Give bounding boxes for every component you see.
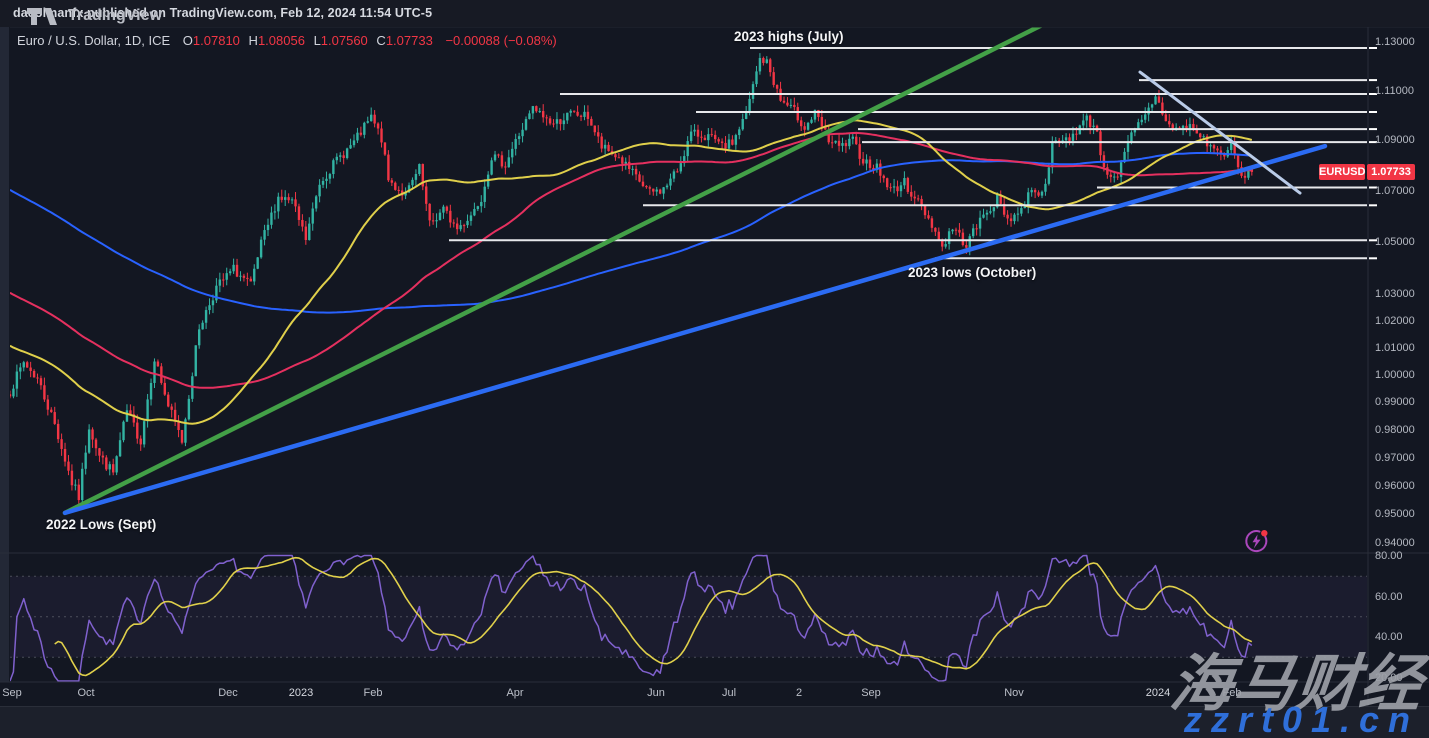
time-tick: 2023	[288, 687, 314, 699]
time-tick: Jun	[647, 687, 665, 699]
time-tick: 2024	[1145, 687, 1171, 699]
price-tick: 1.05000	[1375, 235, 1415, 248]
price-tick: 1.07000	[1375, 184, 1415, 197]
time-axis[interactable]: Sep Oct Dec 2023 Feb Apr Jun Jul 2 Sep Nov 2024 Feb	[0, 682, 1368, 706]
close-value: 1.07733	[385, 33, 433, 48]
open-value: 1.07810	[192, 33, 240, 48]
time-tick: Jul	[721, 687, 737, 699]
close-label: C	[376, 33, 386, 48]
price-axis[interactable]: 1.13000 1.11000 1.09000 1.07000 1.05000 1.030…	[1368, 27, 1429, 706]
footer-bar	[0, 706, 1429, 738]
time-tick: Dec	[218, 687, 238, 699]
high-label: H	[248, 33, 258, 48]
price-tick: 0.96000	[1375, 479, 1415, 492]
annotation-2022-lows[interactable]: 2022 Lows (Sept)	[46, 517, 157, 532]
time-tick: 2	[795, 687, 803, 699]
time-tick: Sep	[2, 687, 22, 699]
tradingview-logo-text: TradingView	[68, 7, 162, 24]
price-tick: 0.94000	[1375, 537, 1415, 550]
symbol-legend[interactable]: Euro / U.S. Dollar, 1D, ICE O1.07810 H1.…	[17, 33, 557, 48]
rsi-tick: 80.00	[1375, 550, 1403, 562]
price-tick: 1.01000	[1375, 341, 1415, 354]
tradingview-link[interactable]: TradingView	[26, 5, 162, 27]
price-label-symbol: EURUSD	[1319, 164, 1366, 180]
rsi-tick: 60.00	[1375, 590, 1403, 603]
time-tick: Nov	[1004, 687, 1024, 699]
flash-icon[interactable]	[1242, 527, 1270, 555]
price-tick: 1.13000	[1375, 36, 1415, 48]
legend-title[interactable]: Euro / U.S. Dollar, 1D, ICE	[17, 33, 171, 48]
high-value: 1.08056	[257, 33, 305, 48]
annotation-2023-lows[interactable]: 2023 lows (October)	[908, 265, 1037, 280]
rsi-tick: 20.00	[1375, 671, 1403, 684]
price-tick: 1.02000	[1375, 314, 1415, 327]
price-label-value: 1.07733	[1367, 164, 1415, 180]
low-label: L	[313, 33, 321, 48]
time-tick: Feb	[1222, 687, 1242, 699]
change-value: −0.00088 (−0.08%)	[445, 33, 557, 48]
time-tick: Feb	[363, 687, 383, 699]
low-value: 1.07560	[320, 33, 368, 48]
time-tick: Apr	[506, 687, 524, 699]
time-tick: Sep	[861, 687, 881, 699]
header-bar	[0, 0, 1429, 27]
price-tick: 1.11000	[1375, 84, 1414, 97]
price-tick: 1.00000	[1375, 368, 1415, 381]
open-label: O	[182, 33, 193, 48]
time-tick: Oct	[77, 687, 95, 699]
annotation-2023-highs[interactable]: 2023 highs (July)	[734, 29, 844, 44]
price-tick: 0.98000	[1375, 423, 1415, 436]
price-tick: 1.09000	[1375, 134, 1415, 147]
price-tick: 0.99000	[1375, 396, 1415, 409]
price-tick: 0.95000	[1375, 508, 1415, 521]
rsi-tick: 40.00	[1375, 631, 1403, 643]
price-tick: 1.03000	[1375, 288, 1415, 301]
price-tick: 0.97000	[1375, 451, 1415, 464]
tradingview-logo-icon	[27, 8, 57, 25]
attribution-text: dacolmanfx published on TradingView.com,…	[13, 6, 433, 20]
